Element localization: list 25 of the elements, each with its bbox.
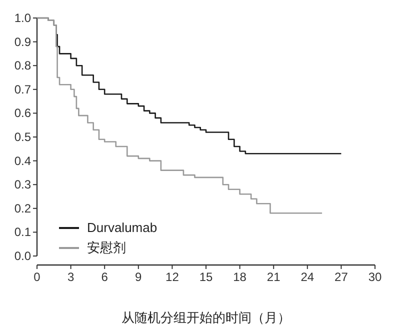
y-tick-label: 0.8 — [14, 58, 32, 73]
y-tick-label: 0.1 — [14, 225, 32, 240]
x-tick-label: 12 — [166, 270, 180, 284]
y-tick-label: 0.0 — [14, 249, 32, 263]
x-tick-label: 0 — [34, 270, 41, 284]
y-tick-label: 0.6 — [14, 106, 32, 120]
x-tick-label: 27 — [334, 270, 348, 284]
x-tick-label: 21 — [266, 270, 281, 284]
y-tick-label: 0.9 — [14, 34, 32, 49]
x-tick-label: 3 — [67, 270, 74, 284]
x-tick-label: 15 — [199, 270, 213, 284]
x-tick-label: 24 — [300, 270, 314, 284]
x-tick-label: 6 — [101, 270, 108, 284]
y-tick-label: 0.4 — [14, 154, 32, 168]
x-tick-label: 18 — [233, 270, 247, 284]
y-tick-label: 0.7 — [14, 82, 32, 96]
y-tick-label: 0.2 — [14, 201, 32, 216]
x-axis-title: 从随机分组开始的时间（月） — [122, 310, 290, 325]
x-tick-label: 30 — [368, 270, 382, 284]
y-tick-label: 0.3 — [14, 178, 32, 192]
y-tick-label: 0.5 — [14, 130, 32, 144]
y-tick-label: 1.0 — [14, 11, 32, 25]
legend-label: 安慰剂 — [87, 240, 126, 255]
x-tick-label: 9 — [135, 270, 142, 284]
legend-label: Durvalumab — [87, 220, 158, 235]
